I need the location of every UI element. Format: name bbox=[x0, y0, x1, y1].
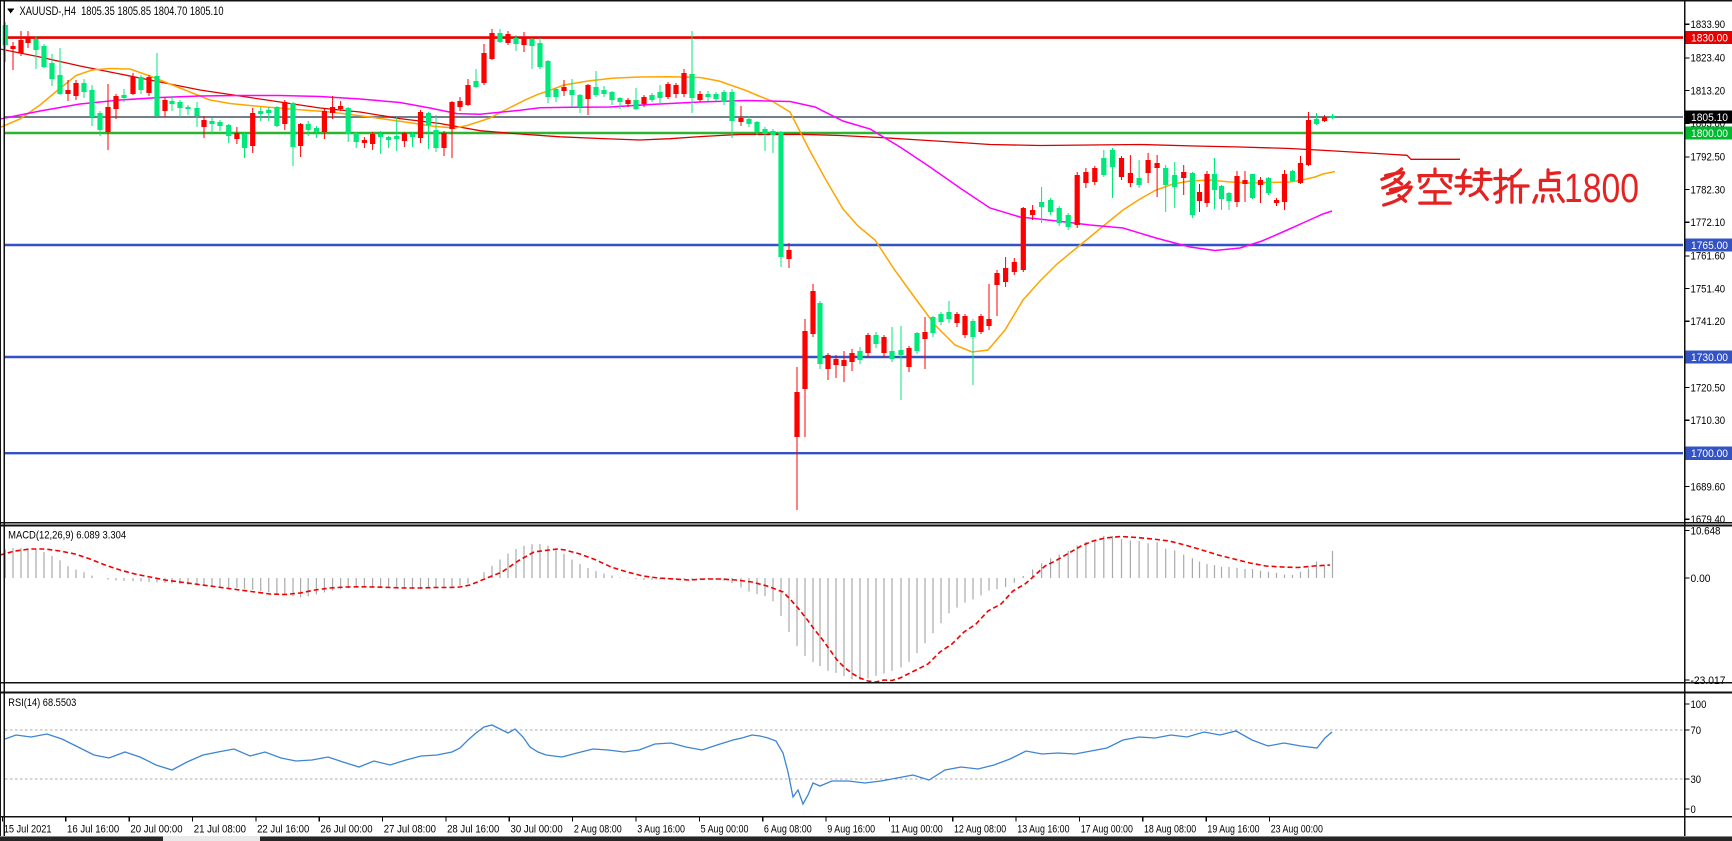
svg-text:26 Jul 00:00: 26 Jul 00:00 bbox=[320, 823, 372, 835]
svg-text:1730.00: 1730.00 bbox=[1691, 352, 1728, 364]
svg-text:6 Aug 08:00: 6 Aug 08:00 bbox=[764, 823, 812, 835]
svg-text:23 Aug 00:00: 23 Aug 00:00 bbox=[1271, 823, 1323, 835]
svg-text:1700.00: 1700.00 bbox=[1691, 448, 1728, 460]
svg-text:1761.60: 1761.60 bbox=[1691, 251, 1726, 263]
svg-text:1823.40: 1823.40 bbox=[1691, 53, 1726, 65]
svg-text:1792.50: 1792.50 bbox=[1691, 152, 1726, 164]
svg-text:19 Aug 16:00: 19 Aug 16:00 bbox=[1207, 823, 1259, 835]
svg-text:1741.20: 1741.20 bbox=[1691, 316, 1726, 328]
svg-text:28 Jul 16:00: 28 Jul 16:00 bbox=[447, 823, 499, 835]
svg-text:18 Aug 08:00: 18 Aug 08:00 bbox=[1144, 823, 1196, 835]
svg-text:0.00: 0.00 bbox=[1691, 573, 1711, 585]
svg-text:30: 30 bbox=[1691, 774, 1702, 786]
svg-text:27 Jul 08:00: 27 Jul 08:00 bbox=[384, 823, 436, 835]
svg-text:1800: 1800 bbox=[1564, 165, 1639, 211]
svg-text:13 Aug 16:00: 13 Aug 16:00 bbox=[1017, 823, 1069, 835]
svg-text:3 Aug 16:00: 3 Aug 16:00 bbox=[637, 823, 685, 835]
svg-text:XAUUSD-,H4 1805.35 1805.85 18: XAUUSD-,H4 1805.35 1805.85 1804.70 1805.… bbox=[20, 6, 224, 18]
svg-text:30 Jul 00:00: 30 Jul 00:00 bbox=[511, 823, 563, 835]
svg-text:1720.50: 1720.50 bbox=[1691, 382, 1726, 394]
svg-text:5 Aug 00:00: 5 Aug 00:00 bbox=[701, 823, 749, 835]
svg-text:15 Jul 2021: 15 Jul 2021 bbox=[4, 823, 52, 835]
svg-text:1830.00: 1830.00 bbox=[1691, 33, 1728, 45]
svg-text:0: 0 bbox=[1691, 804, 1696, 816]
svg-text:21 Jul 08:00: 21 Jul 08:00 bbox=[194, 823, 246, 835]
svg-text:70: 70 bbox=[1691, 725, 1702, 737]
svg-text:1813.20: 1813.20 bbox=[1691, 85, 1726, 97]
svg-text:1772.10: 1772.10 bbox=[1691, 217, 1726, 229]
svg-text:1805.10: 1805.10 bbox=[1691, 112, 1728, 124]
svg-text:10.648: 10.648 bbox=[1691, 525, 1721, 537]
svg-text:17 Aug 00:00: 17 Aug 00:00 bbox=[1081, 823, 1133, 835]
svg-text:MACD(12,26,9) 6.089 3.304: MACD(12,26,9) 6.089 3.304 bbox=[8, 529, 126, 541]
svg-text:1710.30: 1710.30 bbox=[1691, 415, 1726, 427]
svg-text:RSI(14) 68.5503: RSI(14) 68.5503 bbox=[8, 697, 76, 709]
svg-text:12 Aug 08:00: 12 Aug 08:00 bbox=[954, 823, 1006, 835]
svg-text:1689.60: 1689.60 bbox=[1691, 481, 1726, 493]
svg-text:1800.00: 1800.00 bbox=[1691, 128, 1728, 140]
svg-text:1751.40: 1751.40 bbox=[1691, 283, 1726, 295]
svg-text:20 Jul 00:00: 20 Jul 00:00 bbox=[130, 823, 182, 835]
svg-text:1679.40: 1679.40 bbox=[1691, 514, 1726, 526]
svg-text:9 Aug 16:00: 9 Aug 16:00 bbox=[827, 823, 875, 835]
svg-text:-23.017: -23.017 bbox=[1691, 675, 1726, 687]
svg-text:16 Jul 16:00: 16 Jul 16:00 bbox=[67, 823, 119, 835]
svg-text:2 Aug 08:00: 2 Aug 08:00 bbox=[574, 823, 622, 835]
svg-text:1833.90: 1833.90 bbox=[1691, 19, 1726, 31]
svg-text:100: 100 bbox=[1691, 699, 1707, 711]
svg-text:1765.00: 1765.00 bbox=[1691, 240, 1728, 252]
svg-text:1782.30: 1782.30 bbox=[1691, 184, 1726, 196]
svg-text:22 Jul 16:00: 22 Jul 16:00 bbox=[257, 823, 309, 835]
svg-text:11 Aug 00:00: 11 Aug 00:00 bbox=[891, 823, 943, 835]
